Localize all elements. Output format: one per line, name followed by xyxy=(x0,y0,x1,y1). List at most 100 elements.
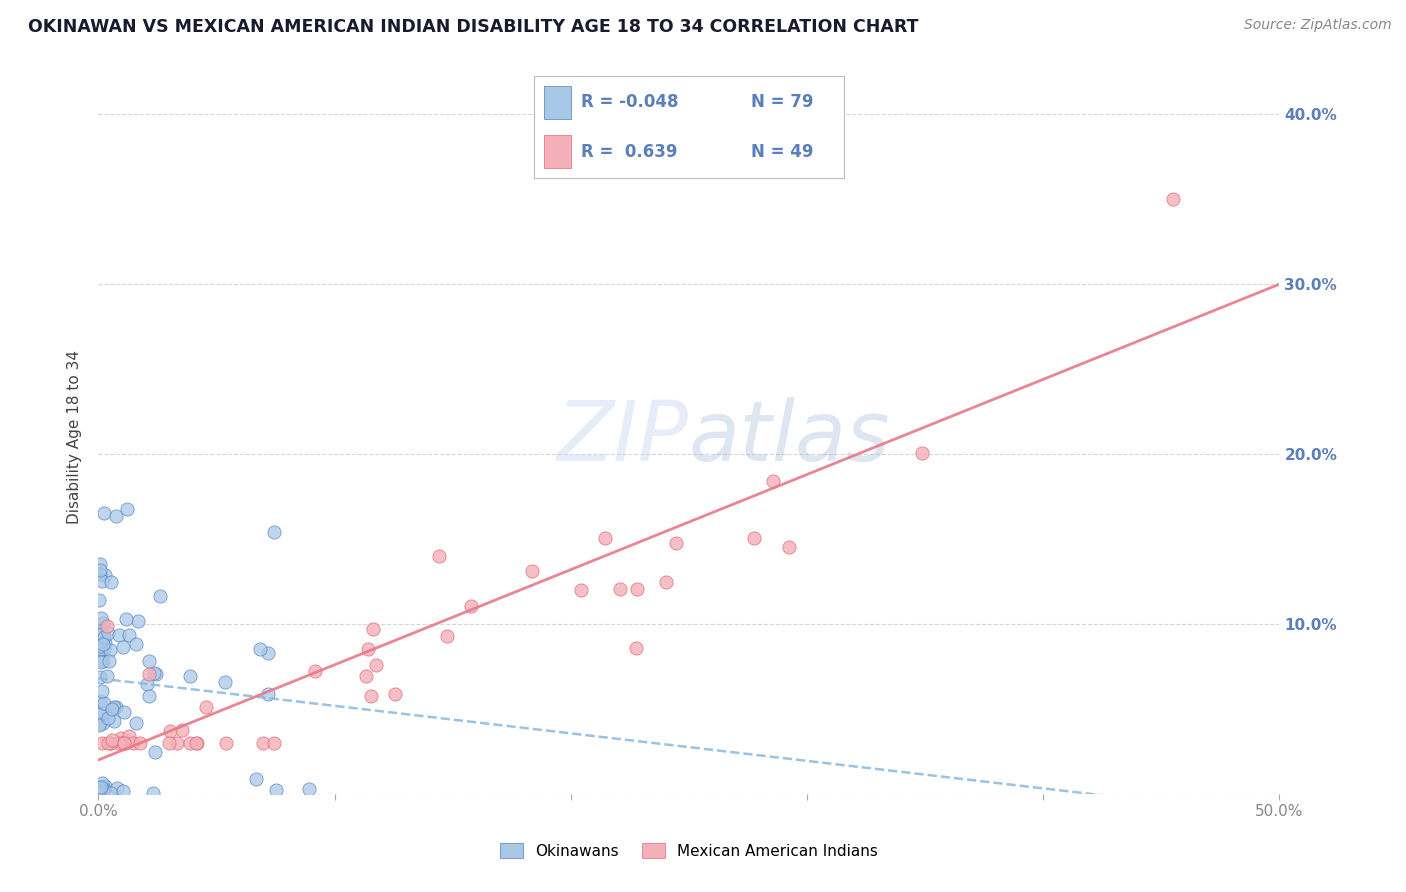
Point xyxy=(90,706,112,721)
Point xyxy=(91,636,114,650)
Bar xyxy=(544,87,571,119)
Point xyxy=(90,641,112,656)
Point xyxy=(90,736,112,750)
Point xyxy=(96,668,118,682)
Y-axis label: Disability Age 18 to 34: Disability Age 18 to 34 xyxy=(67,350,83,524)
Point xyxy=(145,667,167,681)
Point xyxy=(214,675,236,690)
Point xyxy=(87,592,110,607)
Point xyxy=(89,784,111,798)
Point xyxy=(215,736,238,750)
Point xyxy=(170,723,193,738)
Point xyxy=(90,611,112,625)
Point xyxy=(143,745,166,759)
Point xyxy=(93,506,115,520)
Point xyxy=(103,699,125,714)
Point xyxy=(520,564,543,578)
Point xyxy=(89,707,111,722)
Point xyxy=(117,729,139,743)
Point xyxy=(129,736,152,750)
Point xyxy=(91,776,114,790)
Point xyxy=(166,736,188,750)
Point xyxy=(127,615,149,629)
Point xyxy=(97,736,120,750)
Point xyxy=(89,693,111,707)
Point xyxy=(263,524,285,539)
Point xyxy=(87,717,110,731)
Point xyxy=(157,736,180,750)
Text: Source: ZipAtlas.com: Source: ZipAtlas.com xyxy=(1244,18,1392,32)
Legend: Okinawans, Mexican American Indians: Okinawans, Mexican American Indians xyxy=(494,837,884,864)
Point xyxy=(100,786,122,800)
Point xyxy=(263,736,285,750)
Point xyxy=(98,736,121,750)
Point xyxy=(111,736,134,750)
Point xyxy=(97,711,120,725)
Point xyxy=(93,782,115,797)
Point xyxy=(87,640,110,655)
Text: N = 49: N = 49 xyxy=(751,143,813,161)
Point xyxy=(89,566,111,581)
Point xyxy=(94,635,117,649)
Point xyxy=(304,665,326,679)
Point xyxy=(179,668,201,682)
Point xyxy=(91,784,114,798)
Point xyxy=(90,655,112,669)
Text: N = 79: N = 79 xyxy=(751,94,813,112)
Point xyxy=(436,629,458,643)
Point xyxy=(96,619,118,633)
Point xyxy=(90,574,112,588)
Point xyxy=(100,575,122,590)
Point xyxy=(184,736,207,750)
Point xyxy=(665,535,688,549)
Point xyxy=(91,615,114,630)
Point xyxy=(91,715,114,730)
Point xyxy=(138,654,160,668)
Point xyxy=(91,627,114,641)
Point xyxy=(107,736,129,750)
Point xyxy=(297,781,319,796)
Point xyxy=(100,736,122,750)
Point xyxy=(357,641,380,656)
Text: ZIP: ZIP xyxy=(557,397,689,477)
Point xyxy=(115,502,138,516)
Point xyxy=(384,687,406,701)
Point xyxy=(89,557,111,571)
Point xyxy=(105,781,128,796)
Point xyxy=(655,575,678,590)
Point xyxy=(91,780,114,795)
Point xyxy=(122,736,145,750)
Point xyxy=(264,783,287,797)
Point xyxy=(364,658,387,673)
Point xyxy=(138,690,160,704)
Point xyxy=(245,772,267,786)
Point xyxy=(101,732,124,747)
Point xyxy=(93,630,115,644)
Point xyxy=(125,637,148,651)
Point xyxy=(249,641,271,656)
Text: R =  0.639: R = 0.639 xyxy=(581,143,678,161)
Point xyxy=(93,696,115,710)
Point xyxy=(90,780,112,794)
Point xyxy=(186,736,208,750)
Point xyxy=(89,780,111,795)
Point xyxy=(762,475,785,489)
Text: R = -0.048: R = -0.048 xyxy=(581,94,678,112)
Bar xyxy=(544,136,571,168)
Point xyxy=(112,705,135,719)
Point xyxy=(360,690,382,704)
Point xyxy=(427,549,450,563)
Point xyxy=(104,508,127,523)
Point xyxy=(460,599,482,614)
Point xyxy=(87,717,110,731)
Point xyxy=(569,583,592,598)
Point xyxy=(105,700,128,714)
Point xyxy=(135,677,157,691)
Point xyxy=(1161,192,1184,206)
Point xyxy=(910,446,932,460)
Point xyxy=(117,628,139,642)
Point xyxy=(97,626,120,640)
Point xyxy=(98,643,121,657)
Point xyxy=(90,624,112,639)
Point xyxy=(179,736,201,750)
